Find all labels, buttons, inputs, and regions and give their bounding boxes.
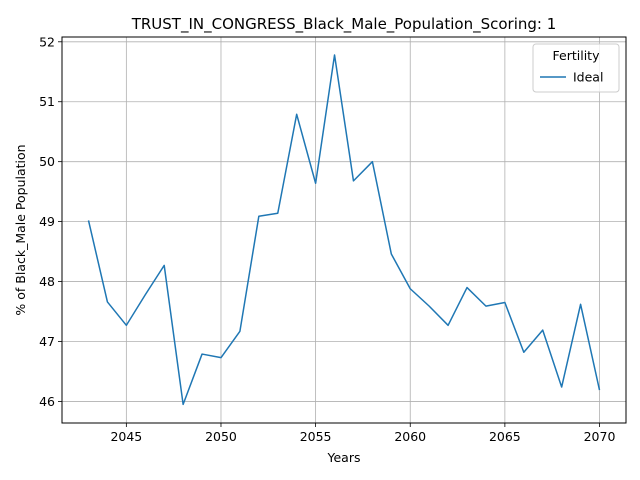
y-tick-label: 52 [39, 34, 55, 49]
x-tick-label: 2055 [300, 429, 332, 444]
chart-title: TRUST_IN_CONGRESS_Black_Male_Population_… [131, 15, 557, 34]
legend: Fertility Ideal [533, 44, 619, 92]
legend-title: Fertility [553, 48, 601, 63]
y-tick-label: 51 [39, 94, 55, 109]
y-axis-label: % of Black_Male Population [13, 144, 28, 315]
x-tick-label: 2045 [110, 429, 142, 444]
x-tick-label: 2050 [205, 429, 237, 444]
y-tick-label: 46 [39, 394, 55, 409]
y-tick-label: 47 [39, 334, 55, 349]
x-axis-label: Years [327, 450, 361, 465]
y-tick-label: 49 [39, 214, 55, 229]
x-tick-label: 2065 [489, 429, 521, 444]
y-tick-label: 48 [39, 274, 55, 289]
x-tick-label: 2060 [394, 429, 426, 444]
legend-entry-ideal: Ideal [573, 70, 603, 85]
x-tick-label: 2070 [584, 429, 616, 444]
y-tick-label: 50 [39, 154, 55, 169]
